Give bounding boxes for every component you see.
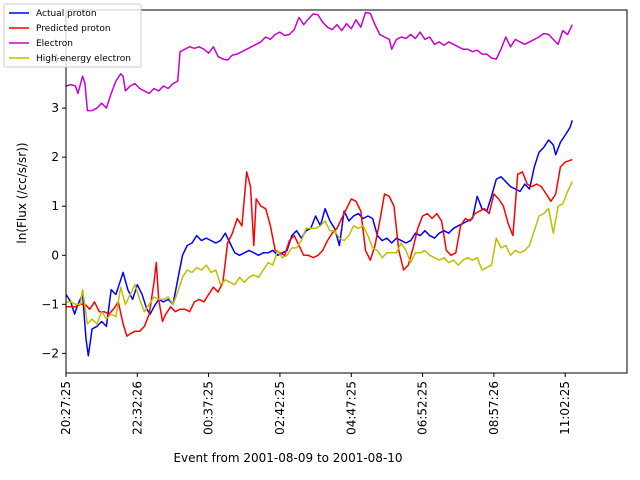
x-tick-label: 08:57:26 bbox=[487, 381, 501, 435]
x-tick-label: 02:42:25 bbox=[273, 381, 287, 435]
x-tick-label: 22:32:26 bbox=[130, 381, 144, 435]
y-tick-label: 1 bbox=[51, 199, 59, 213]
y-tick-label: 3 bbox=[51, 101, 59, 115]
legend-label-1: Predicted proton bbox=[36, 24, 111, 34]
x-tick-label: 20:27:25 bbox=[59, 381, 73, 435]
legend-box bbox=[3, 3, 142, 68]
x-axis: 20:27:25 22:32:26 00:37:25 02:42:25 04:47:25… bbox=[59, 373, 572, 435]
legend-label-2: Electron bbox=[36, 39, 73, 49]
x-axis-label: Event from 2001-08-09 to 2001-08-10 bbox=[173, 451, 402, 465]
y-tick-label: 0 bbox=[51, 248, 59, 262]
plot-frame bbox=[65, 9, 628, 374]
series-line-2 bbox=[65, 11, 573, 112]
y-tick-label: −2 bbox=[41, 346, 59, 360]
legend-label-0: Actual proton bbox=[36, 9, 97, 19]
legend-label-3: High-energy electron bbox=[36, 54, 131, 64]
y-tick-label: 2 bbox=[51, 150, 59, 164]
series-line-3 bbox=[66, 181, 573, 325]
x-tick-label: 06:52:25 bbox=[416, 381, 430, 435]
x-tick-label: 11:02:25 bbox=[558, 381, 572, 435]
series-line-0 bbox=[65, 120, 574, 357]
legend: Actual proton Predicted proton Electron Hig… bbox=[3, 3, 142, 68]
x-tick-label: 00:37:25 bbox=[202, 381, 216, 435]
series-line-1 bbox=[66, 158, 573, 337]
series-lines bbox=[65, 11, 574, 357]
y-tick-label: −1 bbox=[41, 297, 59, 311]
y-axis: −2−101234 bbox=[41, 52, 66, 360]
y-axis-label: ln(Flux (/cc/s/sr)) bbox=[15, 142, 29, 243]
x-tick-label: 04:47:25 bbox=[344, 381, 358, 435]
